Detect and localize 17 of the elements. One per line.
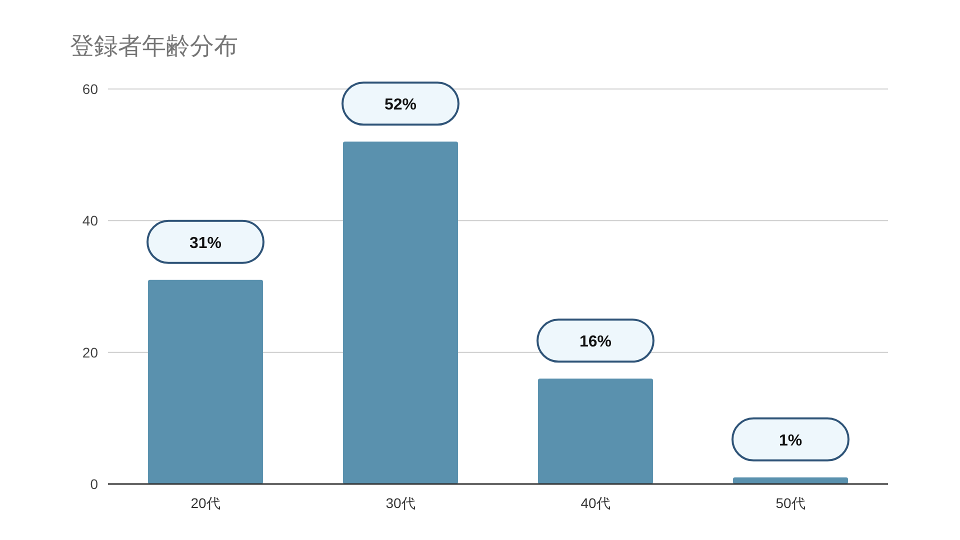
y-tick-label: 20	[82, 344, 98, 360]
data-label: 31%	[189, 234, 222, 252]
y-tick-label: 60	[82, 81, 98, 97]
x-tick-label: 40代	[580, 495, 610, 511]
x-tick-label: 30代	[386, 495, 416, 511]
chart-title: 登録者年齢分布	[70, 33, 238, 60]
x-tick-label: 50代	[776, 495, 806, 511]
bar	[342, 142, 458, 484]
bar	[148, 280, 264, 484]
data-label: 52%	[384, 96, 417, 114]
data-label: 1%	[778, 432, 802, 450]
x-tick-label: 20代	[190, 495, 220, 511]
bar	[538, 378, 654, 484]
y-tick-label: 0	[90, 476, 98, 492]
y-tick-label: 40	[82, 212, 98, 229]
data-label: 16%	[579, 334, 612, 351]
bar	[732, 477, 848, 484]
